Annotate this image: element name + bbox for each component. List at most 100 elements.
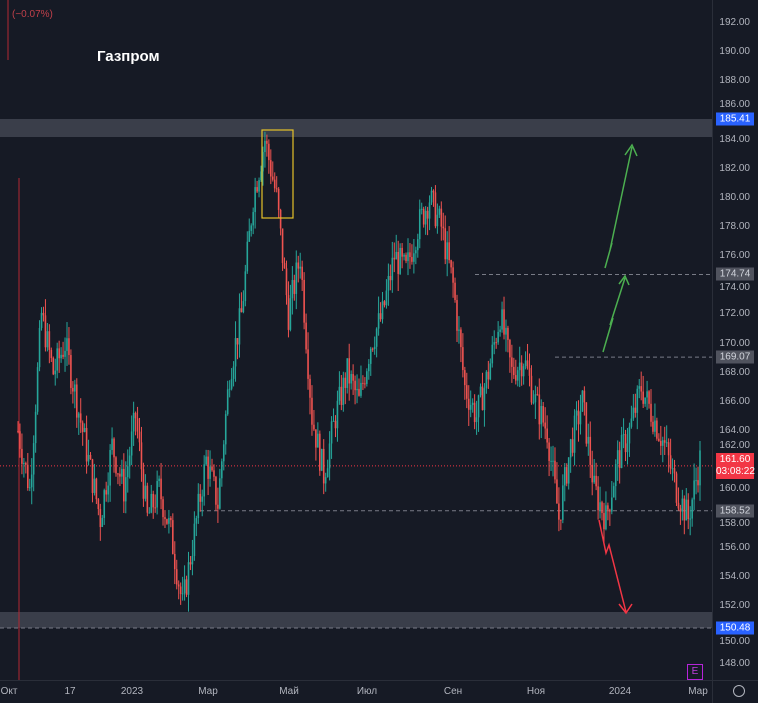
candle-body bbox=[148, 512, 151, 514]
candle-body bbox=[462, 347, 464, 371]
candle-body bbox=[395, 251, 398, 260]
candle-body bbox=[699, 450, 701, 486]
candle-body bbox=[46, 331, 49, 348]
candle-body bbox=[330, 421, 333, 444]
candle-body bbox=[360, 382, 362, 396]
candle-body bbox=[328, 443, 331, 469]
candle-body bbox=[293, 280, 296, 294]
resistance-zone bbox=[0, 119, 712, 137]
candle-body bbox=[479, 386, 482, 396]
y-tick-label: 158.00 bbox=[719, 518, 750, 530]
candle-body bbox=[42, 312, 45, 316]
candle-body bbox=[281, 228, 284, 264]
candle-body bbox=[624, 434, 627, 453]
x-tick-label: 2023 bbox=[120, 686, 144, 697]
candle-body bbox=[283, 263, 286, 269]
candle-body bbox=[26, 464, 29, 489]
y-tick-label: 164.00 bbox=[719, 424, 750, 436]
candle-body bbox=[303, 279, 305, 323]
candle-body bbox=[295, 262, 298, 294]
candle-body bbox=[487, 371, 490, 380]
settings-gear-icon[interactable] bbox=[733, 685, 745, 697]
candle-body bbox=[238, 308, 241, 345]
candle-body bbox=[28, 487, 31, 489]
candle-body bbox=[556, 479, 558, 504]
candle-body bbox=[567, 457, 570, 484]
level-tag: 185.41 bbox=[716, 112, 754, 126]
y-tick-label: 152.00 bbox=[719, 599, 750, 611]
x-tick-label: Июл bbox=[356, 686, 378, 697]
candle-body bbox=[17, 430, 19, 432]
y-tick-label: 170.00 bbox=[719, 337, 750, 349]
candle-body bbox=[612, 486, 615, 498]
chart-title: Газпром bbox=[97, 48, 160, 65]
candle-body bbox=[350, 374, 352, 384]
candle-body bbox=[667, 442, 670, 456]
y-tick-label: 172.00 bbox=[719, 308, 750, 320]
candle-body bbox=[332, 420, 335, 422]
candle-body bbox=[285, 268, 288, 296]
candle-body bbox=[219, 478, 221, 509]
y-tick-label: 190.00 bbox=[719, 46, 750, 58]
candle-body bbox=[369, 348, 372, 364]
candle-body bbox=[418, 209, 421, 240]
candle-body bbox=[136, 418, 139, 432]
axis-divider bbox=[0, 680, 758, 681]
arrow-up-2 bbox=[604, 146, 633, 269]
candle-body bbox=[74, 384, 76, 392]
candle-body bbox=[211, 466, 213, 471]
candle-body bbox=[117, 473, 119, 475]
candle-body bbox=[234, 338, 237, 367]
candle-body bbox=[201, 496, 204, 502]
candle-body bbox=[497, 331, 499, 343]
candle-body bbox=[381, 301, 384, 320]
candle-body bbox=[25, 462, 27, 465]
y-tick-label: 184.00 bbox=[719, 133, 750, 145]
candle-body bbox=[19, 431, 21, 449]
candle-body bbox=[89, 454, 92, 460]
candle-body bbox=[454, 282, 456, 301]
candle-body bbox=[275, 188, 278, 190]
candle-body bbox=[650, 403, 652, 422]
earnings-badge-icon[interactable]: E bbox=[687, 664, 703, 680]
y-tick-label: 148.00 bbox=[719, 658, 750, 670]
candle-body bbox=[175, 569, 178, 585]
y-tick-label: 162.00 bbox=[719, 440, 750, 452]
candle-body bbox=[452, 267, 454, 283]
candle-body bbox=[397, 251, 399, 274]
candle-body bbox=[364, 383, 366, 385]
candle-body bbox=[399, 247, 401, 274]
candle-body bbox=[483, 388, 486, 411]
candle-body bbox=[377, 313, 380, 329]
arrow-up-1 bbox=[602, 277, 626, 353]
candle-body bbox=[581, 390, 584, 412]
candle-body bbox=[469, 404, 472, 410]
candle-body bbox=[465, 385, 468, 399]
candle-body bbox=[346, 358, 349, 388]
candle-body bbox=[226, 389, 229, 415]
candle-body bbox=[358, 388, 360, 396]
candle-body bbox=[528, 368, 531, 376]
candle-body bbox=[336, 400, 339, 429]
candle-body bbox=[626, 443, 629, 453]
candle-body bbox=[697, 480, 699, 486]
candle-body bbox=[603, 513, 605, 530]
candle-body bbox=[181, 593, 184, 595]
candle-body bbox=[164, 517, 166, 520]
candle-body bbox=[52, 358, 55, 375]
candle-body bbox=[103, 490, 106, 518]
candle-body bbox=[683, 498, 686, 521]
candle-body bbox=[266, 140, 268, 144]
candle-body bbox=[636, 388, 639, 413]
candle-body bbox=[424, 210, 427, 225]
change-percent: (−0.07%) bbox=[12, 9, 53, 20]
candle-body bbox=[530, 375, 533, 403]
level-tag: 169.07 bbox=[716, 350, 754, 364]
candle-body bbox=[320, 448, 323, 471]
candle-body bbox=[32, 443, 35, 475]
candle-body bbox=[614, 464, 617, 487]
candle-body bbox=[228, 388, 231, 390]
candle-body bbox=[334, 420, 337, 429]
candle-body bbox=[693, 480, 695, 500]
